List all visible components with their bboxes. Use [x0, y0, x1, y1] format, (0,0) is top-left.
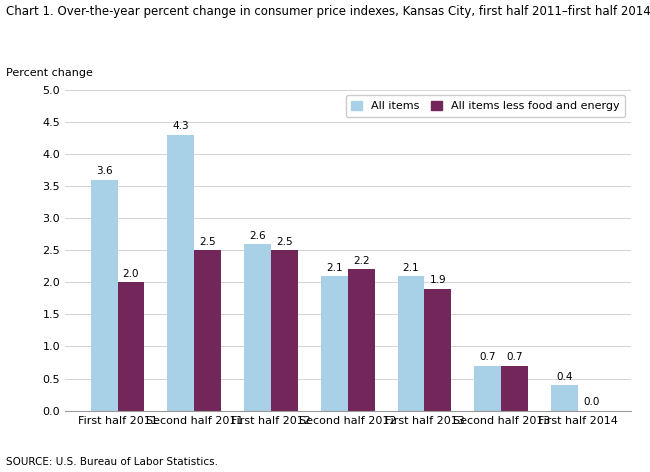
Bar [271, 250, 298, 411]
Text: 0.4: 0.4 [556, 372, 573, 382]
Bar [474, 366, 501, 411]
Legend: All items, All items less food and energy: All items, All items less food and energ… [346, 95, 625, 117]
Text: 2.6: 2.6 [250, 230, 266, 241]
Text: 2.0: 2.0 [123, 269, 139, 279]
Bar [91, 179, 118, 411]
Bar [501, 366, 528, 411]
Text: 2.1: 2.1 [403, 262, 419, 273]
Text: 2.5: 2.5 [200, 237, 216, 247]
Bar [118, 282, 144, 411]
Bar [194, 250, 221, 411]
Text: SOURCE: U.S. Bureau of Labor Statistics.: SOURCE: U.S. Bureau of Labor Statistics. [6, 457, 218, 467]
Bar [168, 135, 194, 411]
Text: 4.3: 4.3 [172, 121, 189, 131]
Bar [551, 385, 578, 411]
Bar [398, 276, 424, 411]
Text: 0.0: 0.0 [583, 397, 599, 407]
Text: 1.9: 1.9 [430, 276, 446, 286]
Text: 2.2: 2.2 [353, 256, 369, 266]
Bar [244, 244, 271, 411]
Text: Chart 1. Over-the-year percent change in consumer price indexes, Kansas City, fi: Chart 1. Over-the-year percent change in… [6, 5, 650, 18]
Text: 0.7: 0.7 [480, 353, 496, 362]
Bar [321, 276, 348, 411]
Text: 3.6: 3.6 [96, 166, 112, 177]
Text: Percent change: Percent change [6, 68, 94, 78]
Bar [348, 270, 374, 411]
Text: 2.1: 2.1 [326, 262, 343, 273]
Bar [424, 289, 451, 411]
Text: 0.7: 0.7 [506, 353, 523, 362]
Text: 2.5: 2.5 [276, 237, 292, 247]
